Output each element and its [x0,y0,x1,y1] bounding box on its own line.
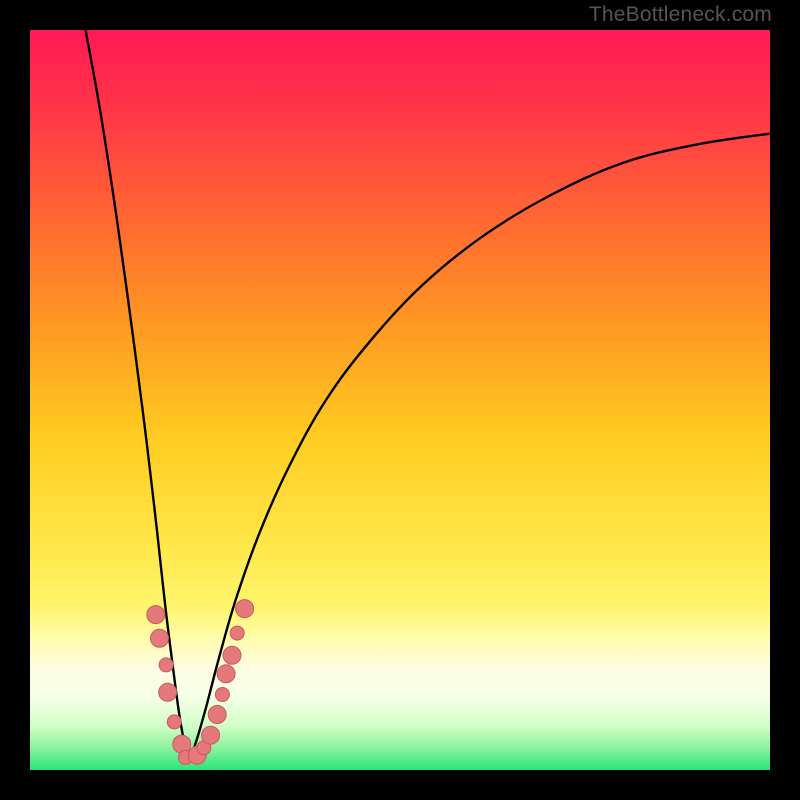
data-marker [230,626,244,640]
data-marker [223,646,241,664]
data-marker [202,726,220,744]
data-marker [147,606,165,624]
data-marker [151,629,169,647]
data-marker [159,658,173,672]
bottleneck-curve [86,30,771,759]
data-marker [208,706,226,724]
data-marker [217,665,235,683]
watermark-text: TheBottleneck.com [589,3,772,27]
data-marker [236,600,254,618]
data-marker [167,715,181,729]
data-marker [159,683,177,701]
data-marker [215,688,229,702]
data-markers [147,600,254,765]
bottleneck-curve-svg [0,0,800,800]
chart-container: TheBottleneck.com [0,0,800,800]
